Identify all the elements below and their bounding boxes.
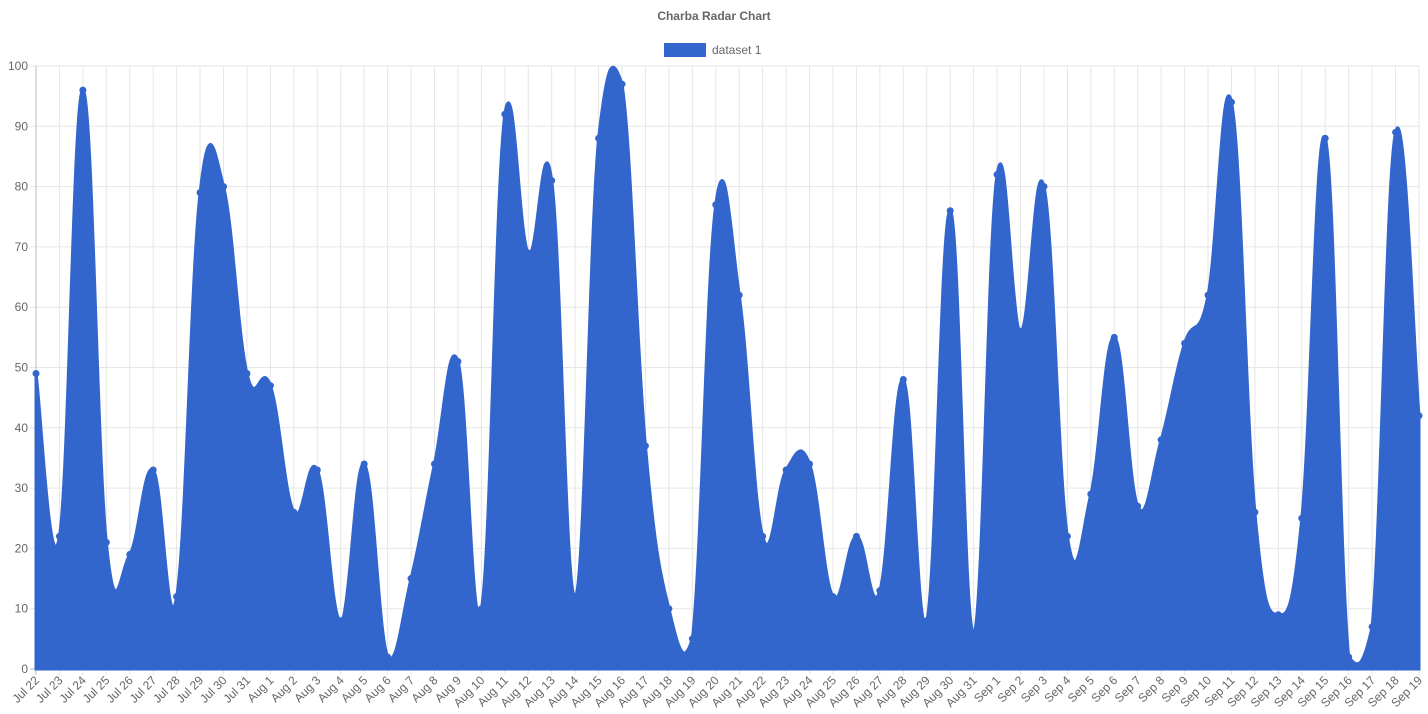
- x-tick-label: Jul 31: [221, 673, 254, 706]
- data-point: [665, 605, 673, 613]
- data-point: [126, 550, 134, 558]
- data-point: [102, 538, 110, 546]
- data-point: [759, 532, 767, 540]
- data-point: [641, 442, 649, 450]
- data-point: [548, 177, 556, 185]
- data-point: [1063, 532, 1071, 540]
- data-point: [735, 291, 743, 299]
- data-point: [454, 357, 462, 365]
- y-tick-label: 50: [15, 361, 29, 375]
- data-point: [384, 653, 392, 661]
- data-point: [923, 617, 931, 625]
- y-tick-label: 90: [15, 119, 29, 133]
- data-point: [852, 532, 860, 540]
- data-point: [571, 593, 579, 601]
- data-point: [243, 370, 251, 378]
- data-point: [1157, 436, 1165, 444]
- data-point: [524, 249, 532, 257]
- data-point: [290, 508, 298, 516]
- data-point: [1321, 134, 1329, 142]
- data-point: [266, 382, 274, 390]
- data-point: [430, 460, 438, 468]
- y-tick-label: 20: [15, 541, 29, 555]
- data-point: [829, 593, 837, 601]
- data-point: [501, 110, 509, 118]
- data-point: [220, 183, 228, 191]
- data-point: [970, 629, 978, 637]
- y-tick-label: 30: [15, 481, 29, 495]
- data-point: [196, 189, 204, 197]
- y-tick-label: 70: [15, 240, 29, 254]
- data-point: [1227, 98, 1235, 106]
- data-point: [1345, 653, 1353, 661]
- y-tick-label: 80: [15, 180, 29, 194]
- legend[interactable]: dataset 1: [664, 42, 761, 58]
- data-point: [1040, 183, 1048, 191]
- data-point: [313, 466, 321, 474]
- data-point: [993, 171, 1001, 179]
- data-point: [1134, 502, 1142, 510]
- y-tick-label: 0: [21, 662, 28, 676]
- data-point: [782, 466, 790, 474]
- data-point: [899, 376, 907, 384]
- y-tick-label: 40: [15, 421, 29, 435]
- data-point: [407, 575, 415, 583]
- data-point: [806, 460, 814, 468]
- y-tick-label: 10: [15, 602, 29, 616]
- data-point: [595, 134, 603, 142]
- data-point: [149, 466, 157, 474]
- data-point: [360, 460, 368, 468]
- legend-label: dataset 1: [712, 43, 762, 57]
- data-point: [618, 80, 626, 88]
- data-point: [1392, 128, 1400, 136]
- data-point: [1017, 327, 1025, 335]
- data-point: [55, 532, 63, 540]
- chart-title: Charba Radar Chart: [657, 9, 771, 23]
- y-tick-label: 60: [15, 300, 29, 314]
- data-point: [477, 605, 485, 613]
- data-point: [712, 201, 720, 209]
- data-point: [173, 593, 181, 601]
- data-point: [337, 617, 345, 625]
- data-point: [1087, 490, 1095, 498]
- legend-swatch: [664, 43, 706, 57]
- data-point: [946, 207, 954, 215]
- data-point: [1368, 623, 1376, 631]
- data-point: [1298, 514, 1306, 522]
- data-point: [1204, 291, 1212, 299]
- data-point: [688, 635, 696, 643]
- y-tick-label: 100: [8, 59, 28, 73]
- data-point: [1181, 339, 1189, 347]
- data-point: [79, 86, 87, 94]
- data-point: [1415, 412, 1423, 420]
- series-area: [34, 65, 1421, 671]
- data-point: [876, 587, 884, 595]
- data-point: [1110, 333, 1118, 341]
- data-point: [1274, 611, 1282, 619]
- data-point: [32, 370, 40, 378]
- data-point: [1251, 508, 1259, 516]
